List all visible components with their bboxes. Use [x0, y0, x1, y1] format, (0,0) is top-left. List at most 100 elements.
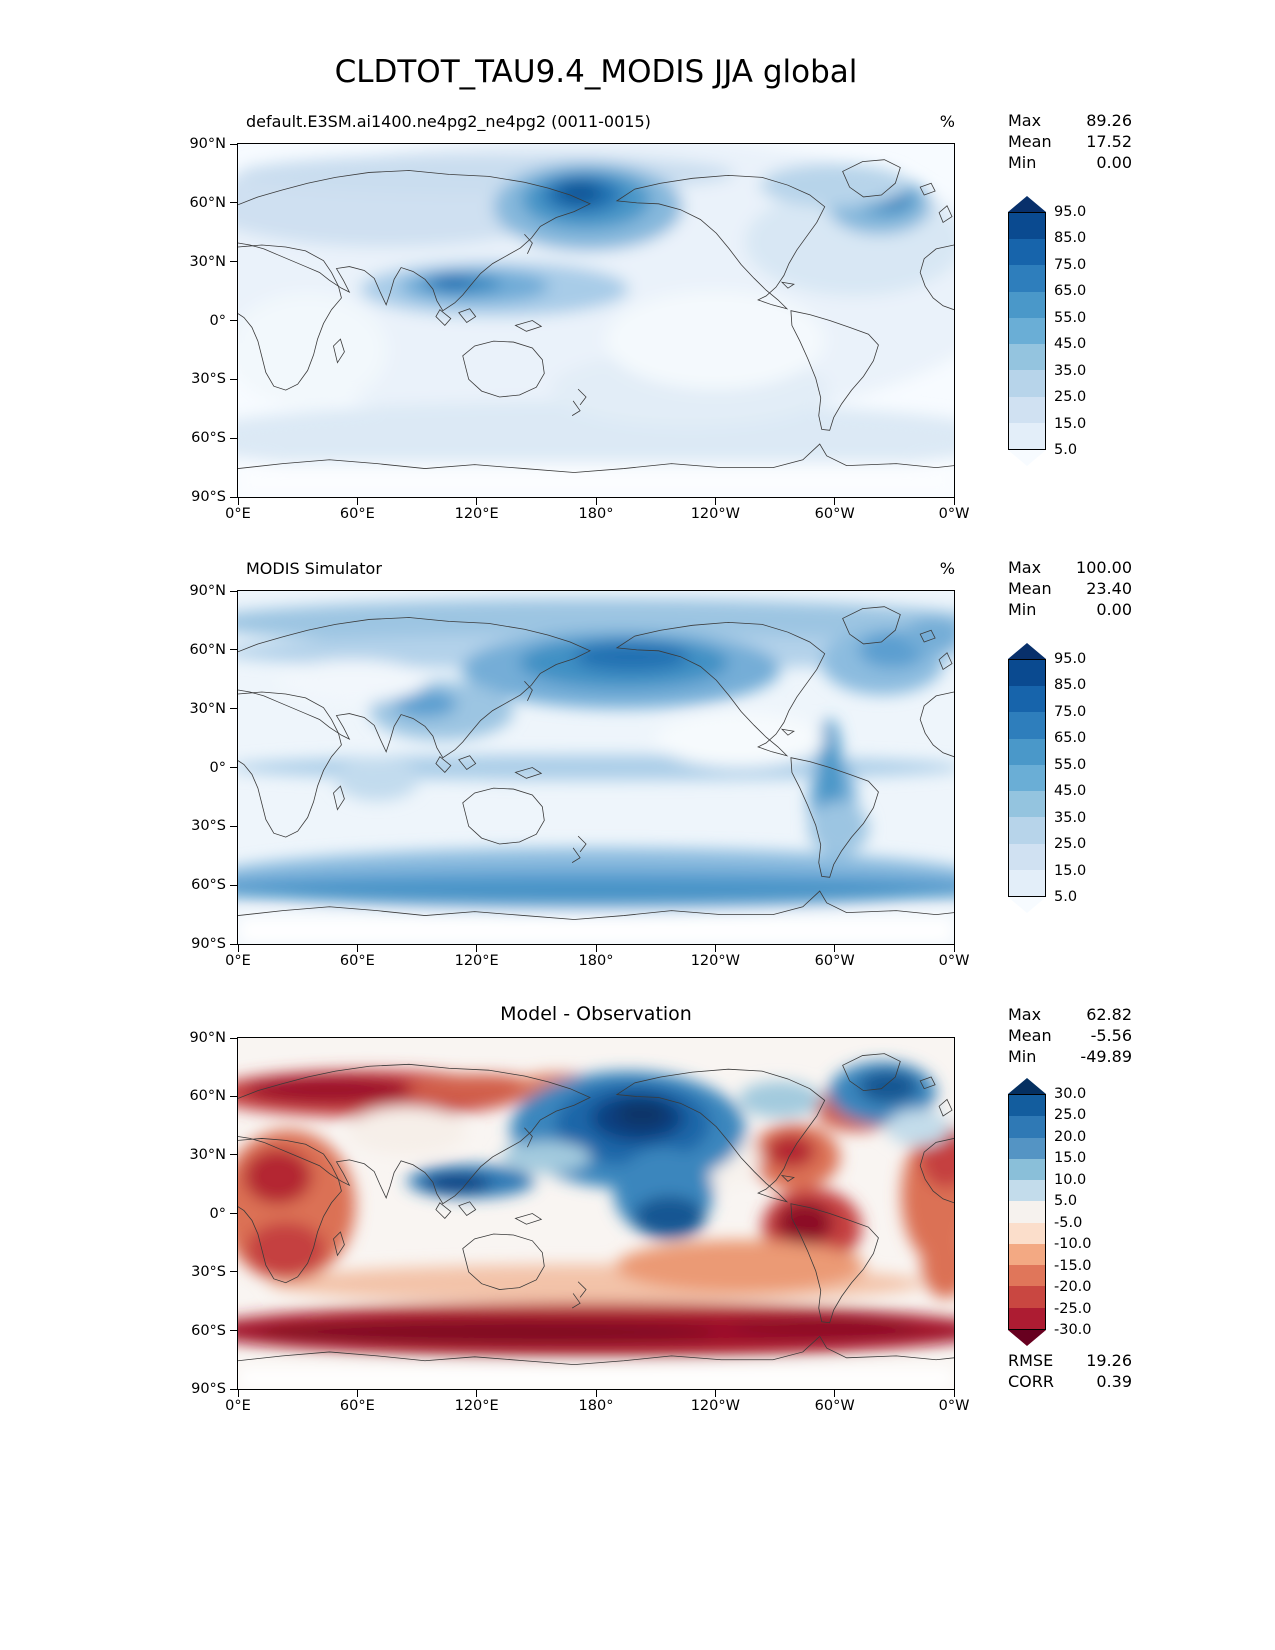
stat-value: 19.26: [1086, 1351, 1132, 1370]
colorbar-tick-label: 15.0: [1054, 1150, 1087, 1167]
colorbar-tick-label: 95.0: [1054, 651, 1087, 667]
colorbar-tick-label: 30.0: [1054, 1086, 1087, 1102]
stat-value: 0.00: [1096, 600, 1132, 619]
colorbar-band: [1009, 265, 1045, 292]
y-tick-label: 60°N: [189, 1088, 226, 1105]
panel1-map: 90°N 60°N 30°N 0° 30°S 60°S 90°S 0°E 60°E 120°E 18…: [189, 136, 969, 522]
x-tick-mark: [714, 1390, 716, 1397]
x-tick-mark: [714, 498, 716, 505]
stat-row: Min 0.00: [1008, 152, 1132, 173]
x-tick-mark: [953, 498, 955, 505]
colorbar-over-arrow: [1008, 196, 1046, 212]
stat-row: Min 0.00: [1008, 599, 1132, 620]
x-tick-mark: [356, 1390, 358, 1397]
y-tick-mark: [230, 1271, 237, 1273]
x-tick-label: 120°W: [690, 953, 740, 969]
colorbar-tick-label: 25.0: [1054, 1107, 1087, 1124]
colorbar-tick-label: 65.0: [1054, 730, 1087, 747]
stat-row: Mean 23.40: [1008, 578, 1132, 599]
colorbar-under-arrow: [1008, 1330, 1046, 1346]
y-tick-label: 0°: [209, 312, 226, 329]
x-tick-mark: [834, 498, 836, 505]
x-tick-mark: [356, 498, 358, 505]
colorbar-over-arrow: [1008, 643, 1046, 659]
panel2-contour-fill-layer: [238, 598, 954, 944]
x-tick-label: 60°W: [814, 953, 855, 969]
x-tick-label: 60°E: [339, 1398, 375, 1414]
colorbar-tick-label: -15.0: [1054, 1257, 1092, 1274]
stat-row: Max 100.00: [1008, 557, 1132, 578]
colorbar-tick-label: 15.0: [1054, 862, 1087, 879]
stat-label: Min: [1008, 153, 1037, 172]
colorbar-under-arrow: [1008, 450, 1046, 466]
panel3-map: 90°N 60°N 30°N 0° 30°S 60°S 90°S 0°E 60°E 120°E 18…: [189, 1030, 969, 1414]
colorbar-body: [1008, 212, 1046, 450]
colorbar-body: [1008, 1094, 1046, 1330]
x-tick-mark: [476, 498, 478, 505]
colorbar-tick-label: 25.0: [1054, 836, 1087, 853]
stat-label: Max: [1008, 111, 1042, 130]
y-tick-label: 90°S: [191, 936, 226, 952]
y-tick-mark: [230, 261, 237, 263]
colorbar-band: [1009, 344, 1045, 371]
colorbar-tick-label: 95.0: [1054, 204, 1087, 220]
colorbar-band: [1009, 239, 1045, 266]
x-tick-mark: [237, 1390, 239, 1397]
x-tick-label: 120°W: [690, 1398, 740, 1414]
panel1-contour-fill-layer: [238, 144, 954, 497]
stat-label: Mean: [1008, 1026, 1052, 1045]
panel2-contour-map-image: [238, 591, 954, 944]
y-tick-label: 30°N: [189, 253, 226, 270]
x-tick-label: 0°E: [225, 1398, 251, 1414]
x-tick-mark: [834, 945, 836, 952]
colorbar-band: [1009, 843, 1045, 870]
colorbar-band: [1009, 1243, 1045, 1266]
panel2-stats: Max 100.00 Mean 23.40 Min 0.00: [1008, 557, 1132, 620]
stat-value: 0.39: [1096, 1372, 1132, 1391]
colorbar-band: [1009, 712, 1045, 739]
y-tick-mark: [230, 708, 237, 710]
panel3-contour-fill-layer: [238, 1061, 954, 1389]
y-tick-label: 30°N: [189, 1146, 226, 1163]
panel2-units-label: %: [939, 559, 955, 578]
panel3-extra-stats: RMSE 19.26 CORR 0.39: [1008, 1350, 1132, 1392]
y-tick-mark: [230, 496, 237, 498]
y-tick-label: 30°S: [191, 818, 226, 835]
colorbar-tick-label: 15.0: [1054, 415, 1087, 432]
stat-label: Mean: [1008, 579, 1052, 598]
colorbar-tick-label: -25.0: [1054, 1300, 1092, 1317]
x-tick-mark: [356, 945, 358, 952]
colorbar-band: [1009, 1158, 1045, 1181]
colorbar-tick-label: 85.0: [1054, 230, 1087, 247]
y-tick-mark: [230, 1095, 237, 1097]
y-tick-mark: [230, 1330, 237, 1331]
x-tick-label: 0°W: [938, 506, 970, 522]
colorbar-band: [1009, 1116, 1045, 1138]
colorbar-tick-label: 45.0: [1054, 783, 1087, 800]
stat-row: Min -49.89: [1008, 1046, 1132, 1067]
x-tick-label: 60°E: [339, 506, 375, 522]
stat-value: -5.56: [1090, 1026, 1132, 1045]
stat-value: 17.52: [1086, 132, 1132, 151]
stat-row: CORR 0.39: [1008, 1371, 1132, 1392]
colorbar-band: [1009, 1137, 1045, 1159]
y-tick-mark: [230, 202, 237, 204]
x-tick-label: 180°: [578, 1398, 614, 1414]
stat-label: Max: [1008, 1005, 1042, 1024]
x-tick-label: 180°: [578, 506, 614, 522]
x-tick-mark: [953, 945, 955, 952]
y-tick-mark: [230, 1154, 237, 1156]
colorbar-band: [1009, 1307, 1045, 1329]
x-tick-label: 60°E: [339, 953, 375, 969]
colorbar-band: [1009, 1265, 1045, 1287]
colorbar-tick-label: -30.0: [1054, 1322, 1092, 1338]
y-tick-label: 0°: [209, 759, 226, 776]
colorbar-band: [1009, 422, 1045, 449]
colorbar-band: [1009, 317, 1045, 345]
colorbar-band: [1009, 817, 1045, 844]
colorbar-tick-label: 20.0: [1054, 1128, 1087, 1145]
x-tick-mark: [476, 1390, 478, 1397]
colorbar-tick-label: 85.0: [1054, 677, 1087, 694]
y-tick-mark: [230, 884, 237, 886]
colorbar-band: [1009, 1095, 1045, 1117]
